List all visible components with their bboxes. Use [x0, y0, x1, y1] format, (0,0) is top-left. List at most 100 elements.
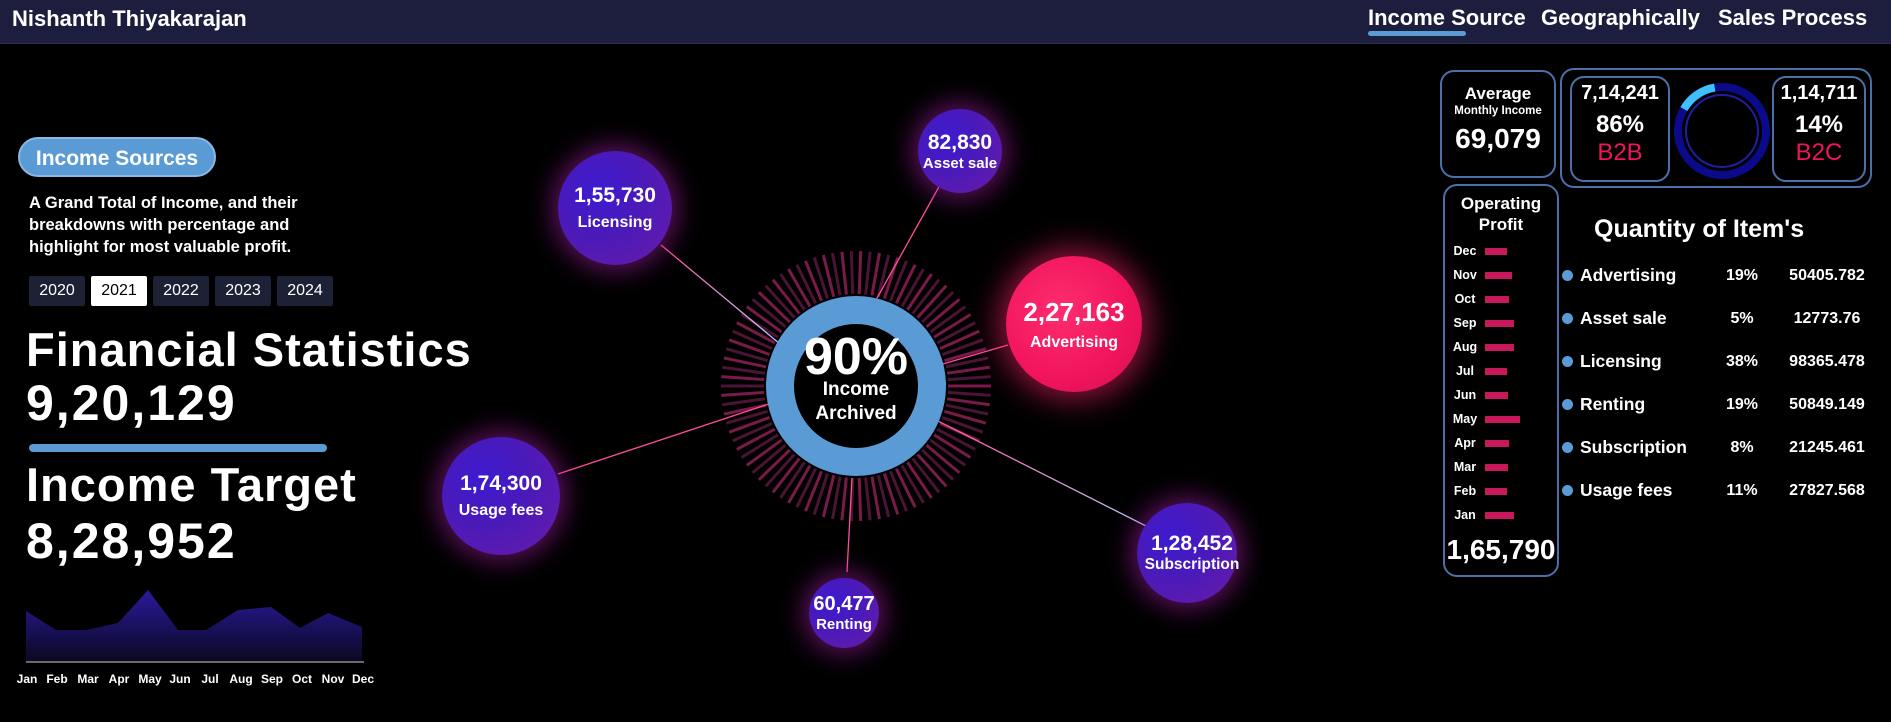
radial-ray — [900, 268, 925, 308]
month-label-jan: Jan — [16, 672, 38, 686]
bubble-subscription[interactable]: 1,28,452 Subscription — [1137, 503, 1239, 603]
nav-geographically[interactable]: Geographically — [1541, 5, 1700, 30]
quantity-pct: 8% — [1730, 438, 1754, 456]
avg-value: 69,079 — [1455, 123, 1541, 154]
quantity-pct: 19% — [1725, 266, 1759, 284]
quantity-value: 50849.149 — [1789, 395, 1865, 413]
quantity-pct: 38% — [1725, 352, 1759, 370]
connector-asset-sale — [875, 184, 941, 301]
average-monthly-income-card: Average Monthly Income 69,079 — [1440, 70, 1556, 178]
op-month-row: Sep — [1445, 311, 1557, 335]
radial-ray — [889, 260, 908, 302]
op-month-bar — [1485, 511, 1514, 519]
radial-ray — [812, 473, 829, 515]
radial-ray — [840, 477, 848, 521]
op-month-bar — [1485, 463, 1508, 471]
nav-sales-process[interactable]: Sales Process — [1718, 5, 1868, 30]
op-month-label: Jan — [1454, 508, 1476, 522]
connector-subscription — [935, 419, 1147, 527]
op-month-bar — [1485, 367, 1507, 375]
radial-ray — [764, 284, 796, 319]
bubble-asset-sale[interactable]: 82,830 Asset sale — [918, 109, 1002, 193]
radial-ray — [736, 427, 776, 451]
radial-ray — [916, 284, 948, 319]
bubble-licensing[interactable]: 1,55,730 Licensing — [558, 151, 672, 265]
radial-ray — [936, 321, 976, 345]
radial-ray — [721, 390, 765, 397]
radial-ray — [779, 273, 806, 311]
quantity-name: Asset sale — [1580, 308, 1667, 328]
radial-ray — [864, 477, 872, 521]
radial-ray — [876, 254, 891, 298]
radial-ray — [745, 305, 783, 334]
radial-ray — [911, 457, 941, 494]
radial-ray — [751, 298, 787, 329]
year-2021[interactable]: 2021 — [91, 276, 147, 306]
radial-ray — [945, 403, 989, 416]
year-2022[interactable]: 2022 — [153, 276, 209, 306]
radial-ray — [849, 477, 855, 521]
radial-rays — [721, 251, 991, 521]
radial-ray — [725, 409, 768, 425]
op-month-label: Oct — [1454, 292, 1476, 306]
radial-ray — [723, 356, 767, 369]
month-label-sep: Sep — [260, 672, 283, 686]
avg-subtitle: Monthly Income — [1454, 105, 1542, 117]
op-month-row: Apr — [1445, 431, 1557, 455]
radial-ray — [736, 321, 776, 345]
bubble-advertising[interactable]: 2,27,163 Advertising — [1006, 256, 1142, 392]
op-month-bar — [1485, 319, 1514, 327]
bubble-renting-value: 60,477 — [813, 593, 875, 615]
b2b-b2c-card — [1560, 68, 1872, 188]
radial-ray — [916, 453, 948, 488]
op-month-row: Jul — [1445, 359, 1557, 383]
financial-statistics-title: Financial Statistics — [26, 323, 472, 376]
op-month-bar — [1485, 391, 1508, 399]
radial-ray — [929, 305, 967, 334]
radial-ray — [925, 443, 961, 474]
year-2024[interactable]: 2024 — [277, 276, 333, 306]
op-month-label: Sep — [1453, 316, 1477, 330]
radial-ray — [906, 461, 933, 499]
donut-inner-ring — [1685, 94, 1759, 168]
op-month-row: Mar — [1445, 455, 1557, 479]
radial-ray — [728, 416, 771, 434]
connector-advertising — [935, 344, 1009, 367]
year-2020[interactable]: 2020 — [29, 276, 85, 306]
radial-ray — [771, 278, 801, 315]
op-month-row: Dec — [1445, 239, 1557, 263]
op-month-label: May — [1452, 412, 1478, 426]
op-month-label: Jun — [1453, 388, 1477, 402]
radial-ray — [921, 448, 955, 481]
radial-ray — [883, 473, 900, 515]
radial-ray — [764, 453, 796, 488]
quantity-pct: 11% — [1726, 481, 1758, 499]
radial-ray — [900, 464, 925, 504]
radial-ray — [946, 397, 990, 407]
radial-ray — [732, 422, 773, 443]
bullet-icon — [1562, 313, 1573, 324]
income-archived-percent: 90% — [803, 328, 909, 386]
b2b-value: 7,14,241 — [1581, 82, 1659, 104]
op-month-label: Nov — [1453, 268, 1477, 282]
quantity-name: Advertising — [1580, 265, 1677, 285]
bubble-renting[interactable]: 60,477 Renting — [809, 578, 879, 648]
radial-ray — [857, 251, 863, 295]
year-2023[interactable]: 2023 — [215, 276, 271, 306]
op-month-bar — [1485, 271, 1512, 279]
month-label-aug: Aug — [229, 672, 253, 686]
bubble-advertising-label: Advertising — [1029, 333, 1118, 351]
op-title-line2: Profit — [1478, 215, 1524, 234]
radial-ray — [947, 390, 991, 397]
radial-ray — [840, 251, 848, 295]
op-month-row: Feb — [1445, 479, 1557, 503]
nav-income-source[interactable]: Income Source — [1368, 5, 1526, 30]
radial-ray — [933, 433, 972, 459]
month-label-apr: Apr — [108, 672, 130, 686]
bullet-icon — [1562, 485, 1573, 496]
bubble-licensing-value: 1,55,730 — [574, 184, 656, 207]
bubble-usage-fees[interactable]: 1,74,300 Usage fees — [442, 437, 560, 555]
radial-ray — [740, 313, 779, 339]
quantity-row: Usage fees 11% 27827.568 — [1562, 480, 1882, 501]
